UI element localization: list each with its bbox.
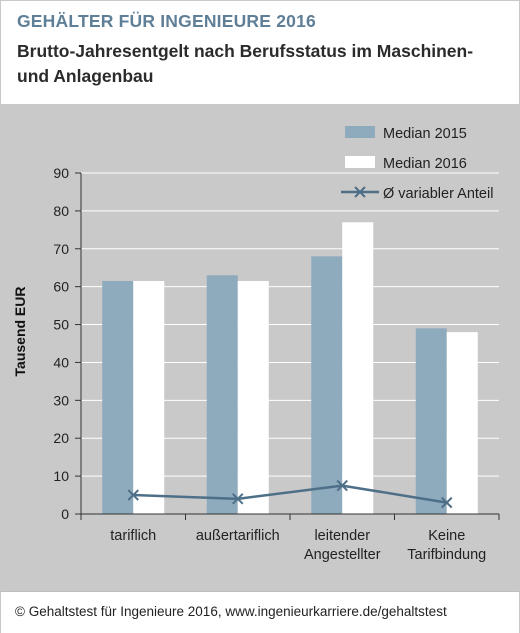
legend-layer: Median 2015 Median 2016 Ø variabler Anteil [341, 126, 493, 202]
y-tick-label: 70 [53, 241, 69, 257]
x-category-label: tariflich [110, 528, 156, 544]
footer-source-text: © Gehaltstest für Ingenieure 2016, www.i… [15, 604, 447, 619]
bar-median-2015 [206, 275, 238, 514]
y-tick-label: 60 [53, 279, 69, 295]
point-variable-share [232, 493, 244, 505]
x-category-label: leitender [314, 528, 370, 544]
legend-swatch-median-2016 [345, 156, 375, 168]
y-tick-label: 10 [53, 468, 69, 484]
legend-swatch-median-2015 [345, 126, 375, 138]
x-category-label: Angestellter [304, 547, 381, 563]
x-category-label: außertariflich [196, 528, 280, 544]
y-tick-label: 50 [53, 317, 69, 333]
y-tick-label: 90 [53, 165, 69, 181]
y-tick-label: 80 [53, 203, 69, 219]
bar-median-2016 [446, 332, 478, 514]
point-variable-share [336, 479, 348, 492]
chart-footer: © Gehaltstest für Ingenieure 2016, www.i… [1, 591, 519, 633]
line-layer [127, 479, 453, 509]
y-tick-label: 30 [53, 392, 69, 408]
y-tick-label: 0 [61, 506, 69, 522]
legend-label-variable-share: Ø variabler Anteil [383, 186, 493, 202]
bar-median-2016 [342, 222, 374, 514]
legend-marker-variable-share [354, 186, 366, 198]
axis-layer: 0 10 20 30 40 50 60 70 80 90 Tausend EUR tariflich a… [12, 165, 500, 563]
legend-label-median-2016: Median 2016 [383, 156, 467, 172]
chart-header: GEHÄLTER FÜR INGENIEURE 2016 Brutto-Jahr… [1, 1, 519, 104]
bar-median-2016 [237, 280, 269, 514]
y-tick-label: 20 [53, 430, 69, 446]
y-tick-label: 40 [53, 354, 69, 370]
bar-median-2015 [311, 256, 343, 514]
y-axis-label: Tausend EUR [12, 287, 28, 377]
bar-median-2015 [102, 280, 134, 514]
bar-layer [102, 222, 478, 514]
bar-median-2016 [133, 280, 165, 514]
line-variable-share [133, 484, 447, 504]
point-variable-share [441, 496, 453, 509]
chart-subtitle: Brutto-Jahresentgelt nach Berufsstatus i… [17, 41, 474, 86]
x-category-label: Tarifbindung [407, 547, 486, 563]
chart-title: GEHÄLTER FÜR INGENIEURE 2016 [17, 11, 316, 31]
legend-label-median-2015: Median 2015 [383, 126, 467, 142]
point-variable-share [127, 489, 139, 501]
bar-median-2015 [415, 328, 447, 514]
x-category-label: Keine [428, 528, 465, 544]
